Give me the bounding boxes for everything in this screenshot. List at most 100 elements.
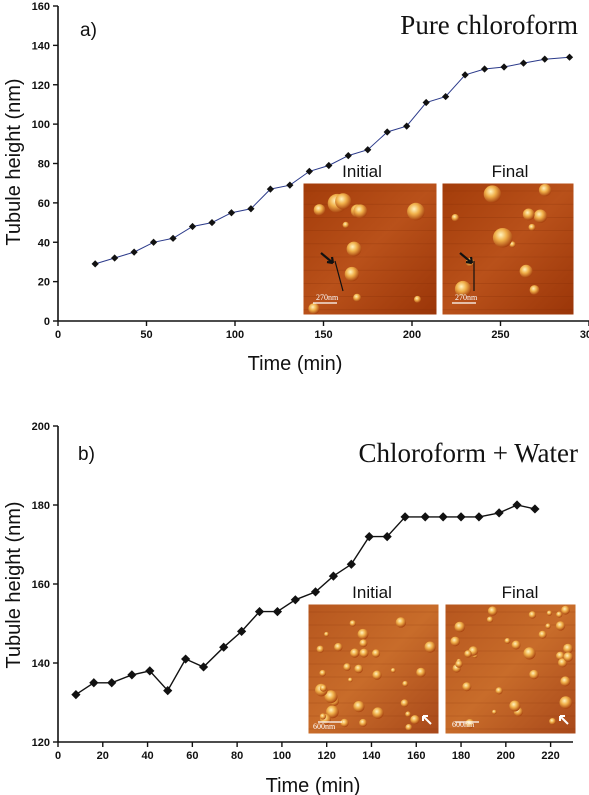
data-point: [272, 607, 283, 617]
y-tick-label: 80: [38, 159, 50, 171]
afm-particle: [348, 677, 353, 683]
x-tick-label: 140: [362, 750, 380, 762]
data-point: [130, 248, 138, 256]
afm-particle: [405, 711, 411, 717]
afm-particle: [556, 651, 565, 661]
data-point: [237, 626, 247, 636]
afm-particle: [492, 228, 513, 248]
afm-image-b-initial: [307, 603, 440, 735]
x-axis-label-a: Time (min): [248, 353, 343, 375]
afm-particle: [538, 630, 547, 639]
data-point: [149, 238, 158, 246]
y-tick-label: 100: [32, 119, 50, 131]
y-tick-label: 40: [38, 237, 50, 249]
data-point: [219, 642, 229, 652]
y-tick-label: 140: [32, 658, 50, 670]
y-tick-label: 120: [32, 80, 50, 92]
afm-particle: [371, 649, 381, 658]
afm-particle: [560, 676, 571, 687]
afm-particle: [492, 709, 497, 715]
afm-particle: [487, 606, 498, 616]
data-point: [474, 512, 484, 522]
data-point: [71, 690, 81, 700]
afm-particle: [324, 690, 338, 704]
afm-particle: [407, 202, 425, 221]
data-point: [346, 559, 356, 569]
afm-particle: [424, 641, 436, 653]
afm-particle: [454, 621, 466, 633]
y-tick-label: 20: [38, 277, 50, 289]
data-point: [565, 53, 574, 61]
x-tick-label: 180: [452, 750, 470, 762]
afm-particle: [486, 616, 494, 623]
afm-particle: [400, 699, 409, 708]
data-point: [364, 146, 372, 154]
afm-frame: [441, 182, 575, 316]
x-tick-label: 40: [141, 750, 153, 762]
afm-particle: [533, 209, 548, 223]
x-tick-label: 0: [55, 750, 61, 762]
chart-title-a: Pure chloroform: [400, 10, 578, 40]
data-point: [290, 595, 300, 605]
chart-panel-a: 050100150200250300020406080100120140160 …: [3, 1, 589, 375]
afm-image-a-final: [441, 182, 575, 316]
afm-particle: [416, 667, 426, 678]
data-point: [91, 260, 99, 268]
afm-particle: [561, 605, 570, 615]
data-point: [254, 607, 265, 617]
data-point: [127, 670, 137, 680]
afm-particle: [454, 280, 472, 298]
x-tick-label: 80: [231, 750, 243, 762]
y-tick-label: 120: [32, 737, 50, 749]
afm-particle: [462, 682, 472, 692]
afm-particle: [519, 264, 533, 278]
data-point: [461, 71, 469, 79]
afm-particle: [522, 208, 535, 221]
data-point: [530, 504, 540, 514]
afm-particle: [528, 611, 537, 619]
afm-particle: [353, 701, 365, 713]
afm-particle: [511, 640, 521, 650]
data-point: [227, 209, 236, 217]
data-point: [328, 571, 339, 581]
scale-bar-label-final-b: 600nm: [452, 720, 475, 729]
afm-particle: [342, 221, 349, 229]
afm-particle: [414, 295, 421, 303]
afm-particle: [343, 663, 351, 671]
data-point: [422, 98, 430, 107]
x-tick-label: 150: [314, 329, 332, 341]
afm-particle: [334, 643, 343, 652]
afm-particle: [509, 700, 521, 712]
x-tick-label: 200: [497, 750, 515, 762]
afm-particle: [483, 185, 502, 203]
afm-particle: [558, 658, 568, 668]
y-axis-label-b: Tubule height (nm): [3, 501, 25, 668]
data-point: [512, 500, 522, 510]
data-point: [181, 654, 191, 664]
inset-label-final-a: Final: [492, 162, 529, 181]
afm-particle: [410, 715, 420, 725]
afm-particle: [390, 668, 396, 673]
afm-particle: [359, 648, 369, 658]
scale-bar-label-initial-a: 270nm: [316, 293, 339, 302]
chart-panel-b: 0 20 40 60 80 100 120 140 160 180 200 220 120 140 160 1…: [3, 421, 578, 795]
data-point: [310, 587, 321, 597]
data-point: [286, 181, 294, 189]
measure-line: [334, 260, 344, 292]
data-point: [111, 254, 119, 262]
afm-particle: [563, 652, 573, 662]
afm-particle: [349, 620, 356, 627]
x-tick-label: 220: [541, 750, 559, 762]
x-tick-label: 120: [318, 750, 336, 762]
x-tick-label: 0: [55, 329, 61, 341]
x-tick-label: 50: [140, 329, 152, 341]
inset-label-initial-a: Initial: [342, 162, 382, 181]
y-tick-label: 160: [32, 1, 50, 13]
data-point: [305, 167, 313, 175]
x-tick-label: 300: [580, 329, 589, 341]
x-tick-label: 250: [491, 329, 509, 341]
data-point: [494, 508, 504, 518]
x-tick-label: 60: [186, 750, 198, 762]
afm-frame: [307, 603, 440, 735]
afm-particle: [529, 669, 539, 680]
